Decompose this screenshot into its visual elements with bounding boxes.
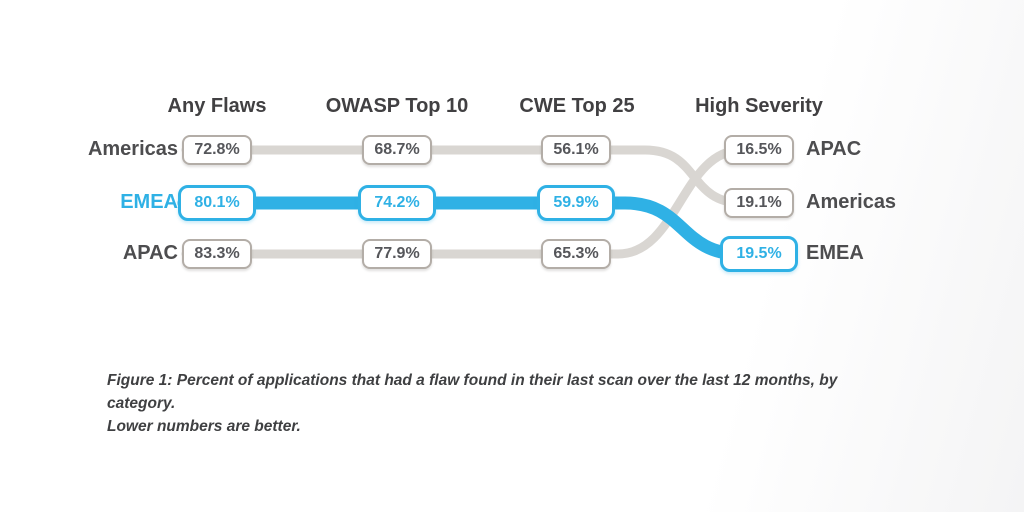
value-box-apac-high-severity: 16.5%	[724, 135, 794, 165]
americas-line	[181, 145, 769, 208]
value-box-apac-owasp: 77.9%	[362, 239, 432, 269]
end-label-emea: EMEA	[806, 242, 864, 264]
value-box-emea-owasp: 74.2%	[358, 185, 436, 221]
figure-caption-line-2: Lower numbers are better.	[107, 418, 301, 435]
value-box-apac-any-flaws: 83.3%	[182, 239, 252, 269]
value-box-americas-owasp: 68.7%	[362, 135, 432, 165]
value-box-emea-high-severity: 19.5%	[720, 236, 798, 272]
value-box-americas-cwe: 56.1%	[541, 135, 611, 165]
value-box-emea-cwe: 59.9%	[537, 185, 615, 221]
value-box-americas-high-severity: 19.1%	[724, 188, 794, 218]
value-box-emea-any-flaws: 80.1%	[178, 185, 256, 221]
end-label-americas: Americas	[806, 191, 897, 213]
figure-caption: Figure 1: Percent of applications that h…	[107, 369, 907, 438]
figure-caption-line-1: Figure 1: Percent of applications that h…	[107, 372, 838, 412]
column-header-cwe-top-25: CWE Top 25	[519, 95, 635, 117]
column-header-owasp-top-10: OWASP Top 10	[325, 95, 469, 117]
column-header-high-severity: High Severity	[695, 95, 823, 117]
end-label-apac: APAC	[806, 138, 862, 160]
value-box-americas-any-flaws: 72.8%	[182, 135, 252, 165]
value-box-apac-cwe: 65.3%	[541, 239, 611, 269]
row-label-emea: EMEA	[120, 191, 178, 213]
row-label-americas: Americas	[87, 138, 178, 160]
row-label-apac: APAC	[122, 242, 178, 264]
column-header-any-flaws: Any Flaws	[167, 95, 267, 117]
